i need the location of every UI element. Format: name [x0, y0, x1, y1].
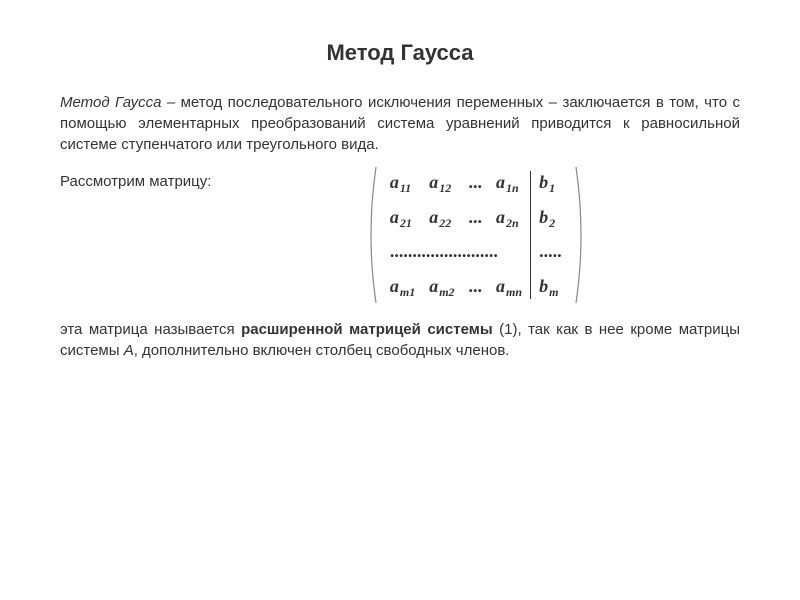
expl-italic-a: А [124, 342, 134, 359]
matrix-cell: a2n [496, 207, 522, 229]
matrix-cell: amn [496, 276, 522, 298]
expl-text-c: , дополнительно включен столбец свободны… [134, 342, 510, 359]
expl-text-a: эта матрица называется [60, 321, 241, 338]
augmented-matrix: a11 a12... a1n a21 a22... a2n................… [364, 165, 588, 305]
page-title: Метод Гаусса [60, 40, 740, 66]
matrix-cell: ........................ [390, 241, 522, 263]
matrix-body: a11 a12... a1n a21 a22... a2n................… [378, 165, 574, 305]
paragraph-definition: Метод Гаусса – метод последовательного и… [60, 92, 740, 155]
matrix-cell: a11 [390, 172, 415, 194]
paragraph-explanation: эта матрица называется расширенной матри… [60, 319, 740, 361]
matrix-container: a11 a12... a1n a21 a22... a2n................… [211, 165, 740, 305]
matrix-cell: ... [469, 207, 483, 229]
term-gauss: Метод Гаусса [60, 94, 161, 111]
constants-column: b1 b2..... bm [530, 171, 570, 299]
matrix-section: Рассмотрим матрицу: a11 a12... a1n a21 a22..… [60, 165, 740, 305]
matrix-cell: ... [469, 276, 483, 298]
matrix-cell: b2 [539, 207, 562, 229]
right-paren-icon [574, 165, 588, 305]
matrix-cell: am2 [429, 276, 454, 298]
matrix-cell: a22 [429, 207, 454, 229]
matrix-cell: bm [539, 276, 562, 298]
matrix-cell: ... [469, 172, 483, 194]
matrix-label: Рассмотрим матрицу: [60, 165, 211, 190]
matrix-cell: a12 [429, 172, 454, 194]
matrix-cell: a1n [496, 172, 522, 194]
coefficient-columns: a11 a12... a1n a21 a22... a2n................… [382, 171, 530, 299]
matrix-cell: a21 [390, 207, 415, 229]
definition-text: – метод последовательного исключения пер… [60, 94, 740, 153]
left-paren-icon [364, 165, 378, 305]
matrix-cell: b1 [539, 172, 562, 194]
expl-bold-term: расширенной матрицей системы [241, 321, 493, 338]
matrix-cell: am1 [390, 276, 415, 298]
matrix-cell: ..... [539, 241, 562, 263]
